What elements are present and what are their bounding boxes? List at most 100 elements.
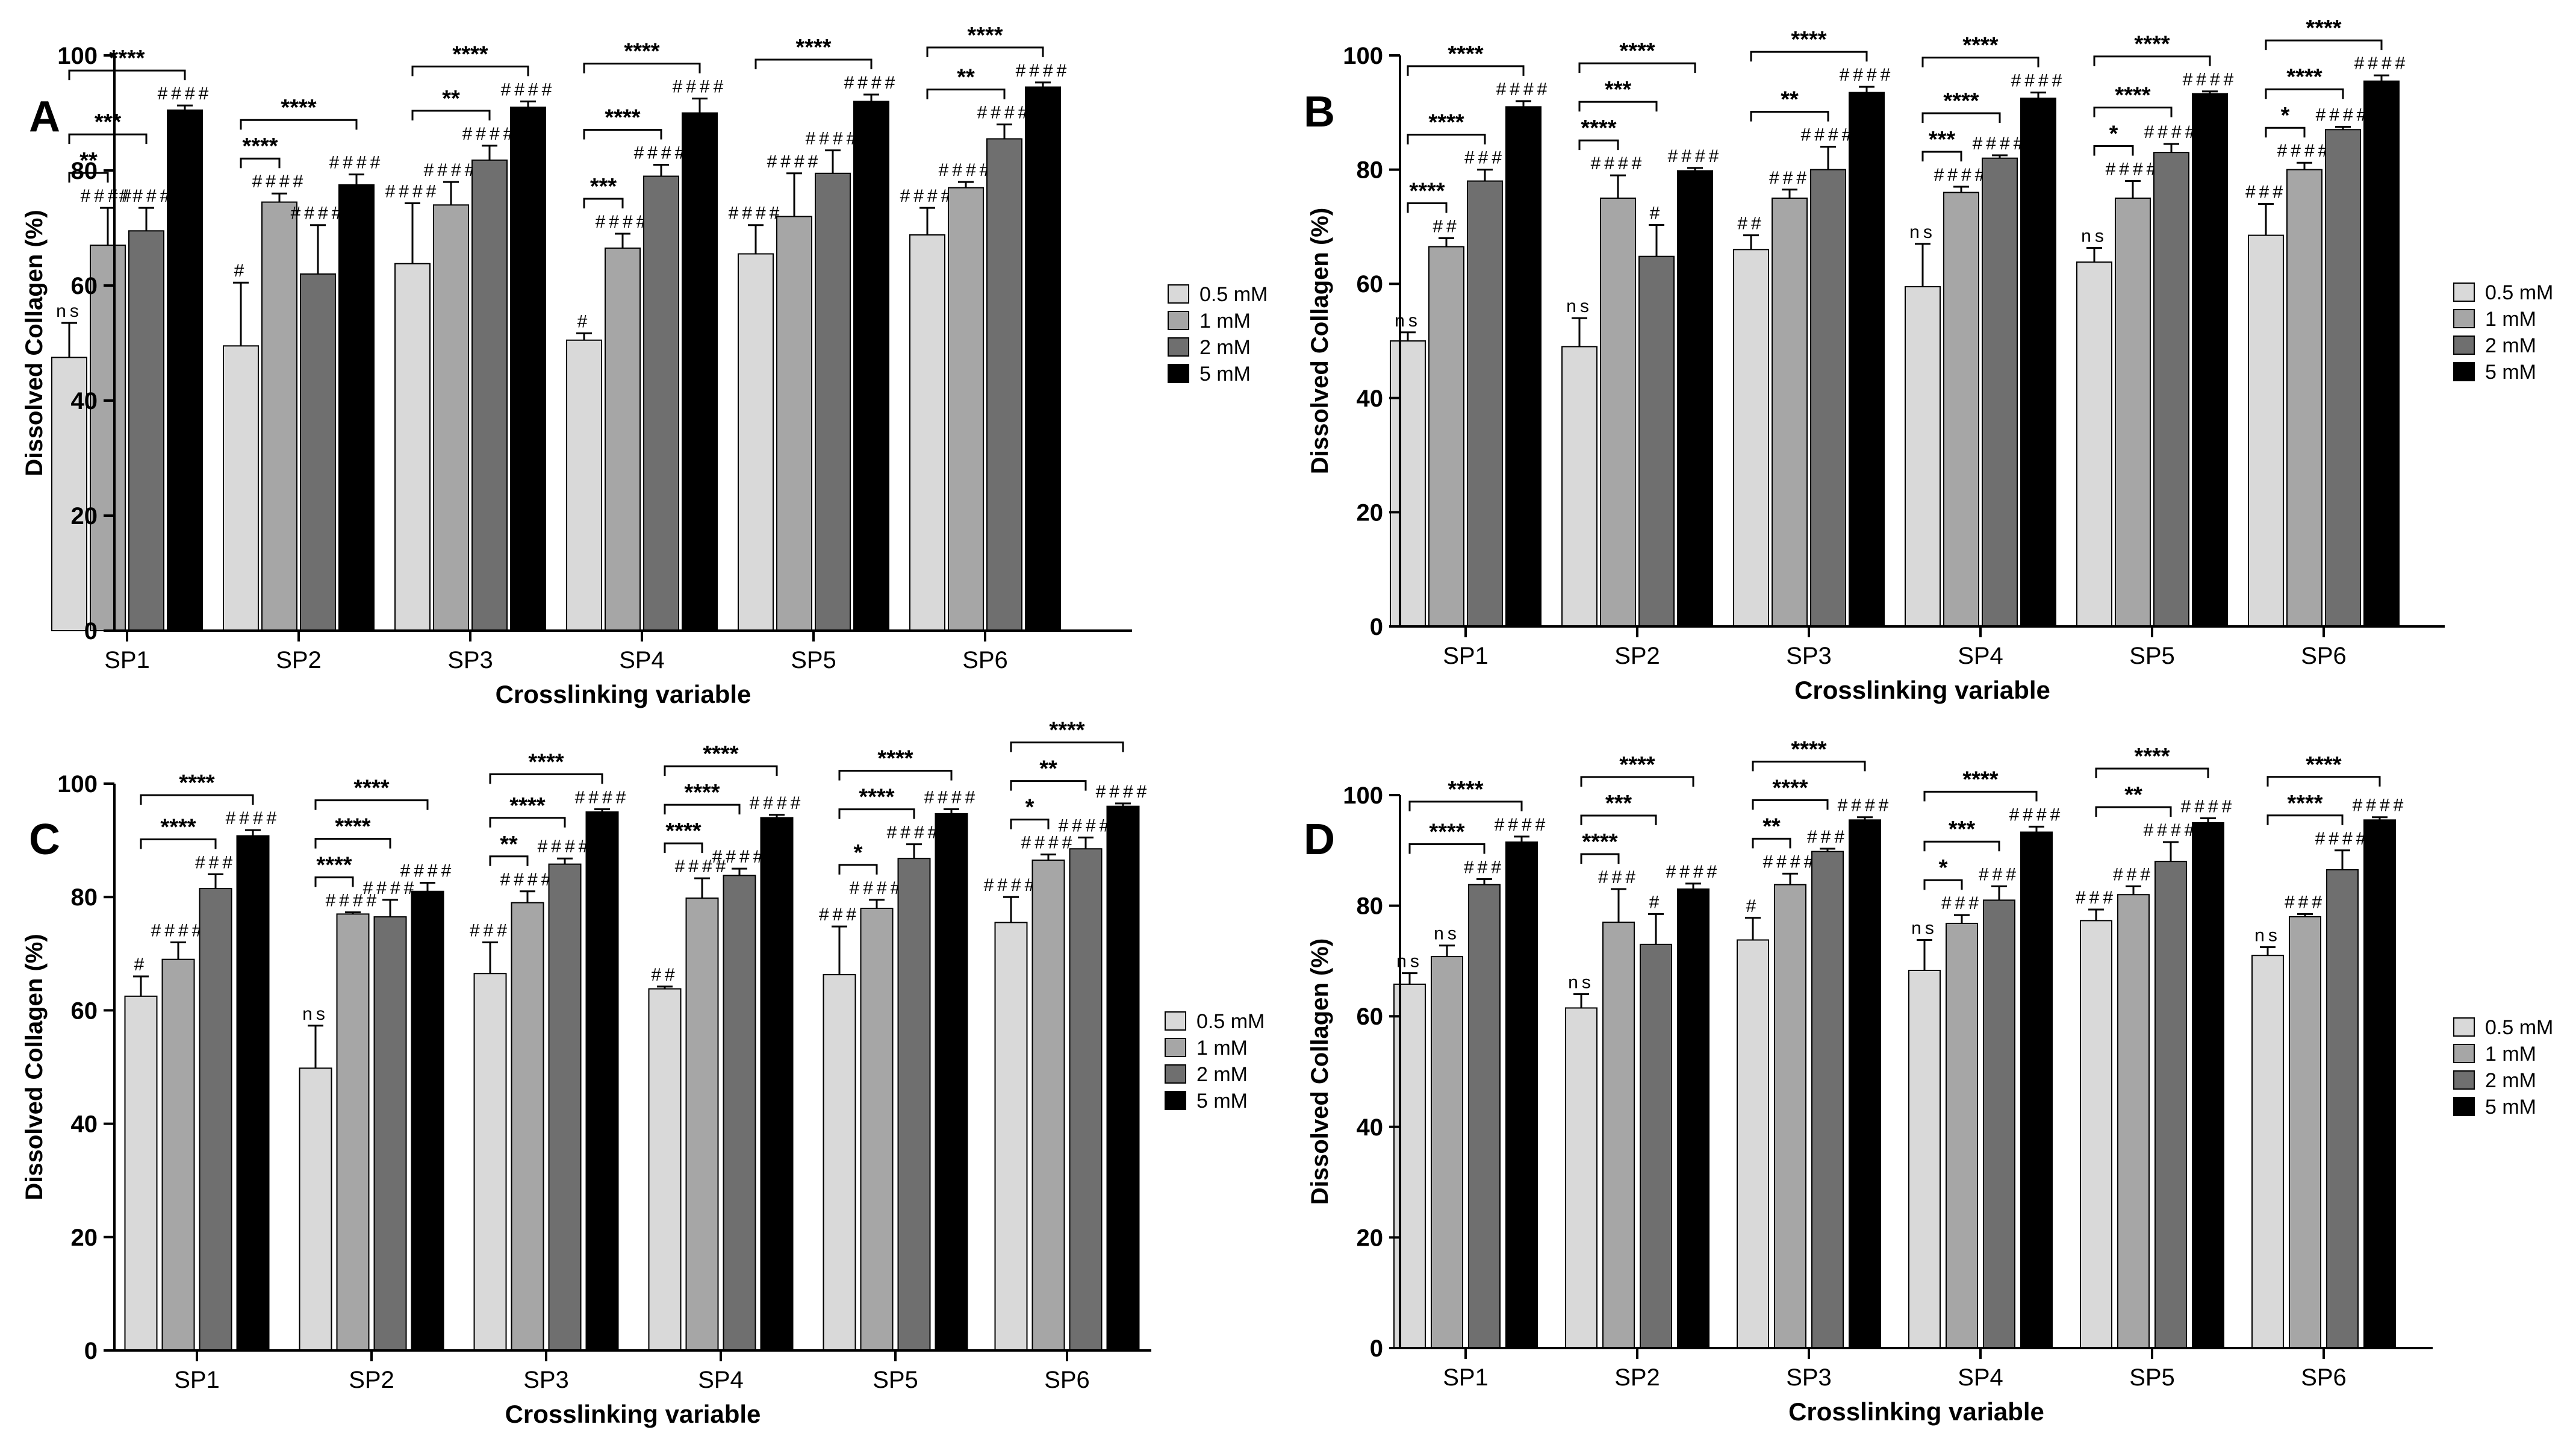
x-tick-label: SP1 xyxy=(1443,1364,1489,1391)
y-tick-label: 20 xyxy=(1357,499,1384,526)
legend-label: 2 mM xyxy=(1196,1063,1248,1086)
bracket-label: **** xyxy=(1619,39,1655,64)
bracket-label: **** xyxy=(316,853,352,878)
significance-bracket xyxy=(1578,139,1619,151)
significance-mark: #### xyxy=(1973,134,2027,154)
significance-bracket xyxy=(1752,837,1791,849)
significance-mark: #### xyxy=(887,823,942,843)
bar-sp2-2mm xyxy=(1640,943,1672,1349)
significance-bracket xyxy=(838,770,953,781)
legend: 0.5 mM 1 mM 2 mM 5 mM xyxy=(1168,283,1268,386)
significance-mark: #### xyxy=(2183,70,2238,90)
significance-bracket xyxy=(68,172,109,183)
significance-bracket xyxy=(583,128,662,140)
bar-sp6-1mm xyxy=(2286,169,2322,628)
bar-sp1-1mm xyxy=(1428,246,1464,627)
significance-mark: #### xyxy=(226,808,281,828)
bar-sp5-2mm xyxy=(815,172,851,631)
bar-sp6-5mm xyxy=(1106,805,1140,1351)
legend-swatch xyxy=(2453,336,2475,355)
significance-mark: #### xyxy=(1668,146,1723,166)
bar-sp2-05mm xyxy=(223,345,259,632)
significance-mark: ns xyxy=(302,1004,329,1024)
bracket-label: **** xyxy=(353,776,389,801)
legend-label: 1 mM xyxy=(2485,1043,2536,1066)
significance-mark: #### xyxy=(538,837,593,857)
bar-sp1-1mm xyxy=(1431,956,1463,1349)
significance-bracket xyxy=(1923,790,2038,802)
bar-sp1-05mm xyxy=(1393,983,1426,1349)
significance-mark: #### xyxy=(2009,805,2064,825)
significance-bracket xyxy=(2266,776,2381,787)
significance-bracket xyxy=(1578,62,1696,73)
significance-bracket xyxy=(1407,202,1448,213)
significance-bracket xyxy=(240,157,281,169)
bar-sp1-5mm xyxy=(236,835,270,1351)
y-tick-label: 100 xyxy=(57,771,98,798)
significance-mark: #### xyxy=(924,787,979,807)
significance-mark: #### xyxy=(326,891,381,911)
legend-label: 1 mM xyxy=(1196,1037,1248,1060)
significance-bracket xyxy=(1578,101,1658,112)
significance-bracket xyxy=(664,842,703,854)
significance-mark: ns xyxy=(2081,226,2108,246)
bracket-label: **** xyxy=(2287,791,2322,816)
x-tick-label: SP2 xyxy=(1614,643,1660,669)
significance-mark: #### xyxy=(844,73,899,93)
legend: 0.5 mM 1 mM 2 mM 5 mM xyxy=(2453,1016,2553,1119)
bar-sp6-1mm xyxy=(1031,860,1065,1352)
bar-sp1-2mm xyxy=(199,888,232,1351)
bar-sp4-05mm xyxy=(1905,286,1941,627)
bar-sp6-2mm xyxy=(1069,848,1103,1351)
bracket-label: **** xyxy=(1429,820,1464,845)
bar-sp3-5mm xyxy=(1849,819,1881,1349)
bar-sp5-2mm xyxy=(2154,861,2187,1349)
y-tick-label: 40 xyxy=(71,1111,98,1138)
y-tick-label: 100 xyxy=(1343,782,1383,809)
legend-swatch xyxy=(1168,337,1189,357)
y-tick-label: 40 xyxy=(1357,1114,1384,1141)
significance-mark: ### xyxy=(1807,827,1848,847)
significance-mark: #### xyxy=(984,875,1039,895)
significance-mark: # xyxy=(234,261,248,281)
bracket-label: **** xyxy=(605,105,640,130)
bracket-label: **** xyxy=(281,95,316,120)
significance-bracket xyxy=(314,876,354,887)
bracket-label: **** xyxy=(1943,89,1979,114)
bracket-label: **** xyxy=(1962,767,1998,792)
bracket-label: * xyxy=(854,840,863,866)
bracket-label: **** xyxy=(2115,83,2150,108)
bar-sp1-5mm xyxy=(167,109,203,632)
bar-sp3-5mm xyxy=(1849,92,1885,627)
significance-bracket xyxy=(1408,801,1523,811)
x-tick-label: SP5 xyxy=(2129,643,2175,669)
bar-sp1-1mm xyxy=(90,245,126,631)
bar-sp4-5mm xyxy=(2020,98,2056,628)
bracket-label: **** xyxy=(1791,737,1826,762)
bracket-label: *** xyxy=(590,174,617,199)
x-tick-label: SP5 xyxy=(873,1367,918,1393)
legend-swatch xyxy=(2453,309,2475,328)
x-tick-label: SP4 xyxy=(619,647,665,673)
significance-mark: #### xyxy=(806,129,860,149)
bracket-label: **** xyxy=(1962,33,1998,58)
bracket-label: **** xyxy=(335,814,370,840)
bracket-label: **** xyxy=(1582,829,1617,855)
significance-mark: #### xyxy=(1496,80,1551,99)
x-tick-label: SP3 xyxy=(1786,643,1832,669)
significance-mark: ns xyxy=(1909,222,1936,242)
x-tick-label: SP6 xyxy=(2301,643,2347,669)
bar-sp6-05mm xyxy=(2251,955,2284,1349)
significance-mark: #### xyxy=(400,861,455,881)
significance-mark: #### xyxy=(1840,65,1894,85)
significance-bracket xyxy=(68,69,186,81)
bar-sp3-1mm xyxy=(433,204,469,631)
bar-sp1-05mm xyxy=(124,995,158,1351)
significance-mark: #### xyxy=(1838,796,1893,816)
significance-mark: #### xyxy=(424,160,479,180)
y-tick-label: 40 xyxy=(1357,386,1384,412)
bar-sp4-1mm xyxy=(1946,922,1978,1349)
y-axis-label: Dissolved Collagen (%) xyxy=(1307,938,1333,1205)
bracket-label: **** xyxy=(2134,32,2170,57)
significance-mark: #### xyxy=(1495,815,1549,835)
